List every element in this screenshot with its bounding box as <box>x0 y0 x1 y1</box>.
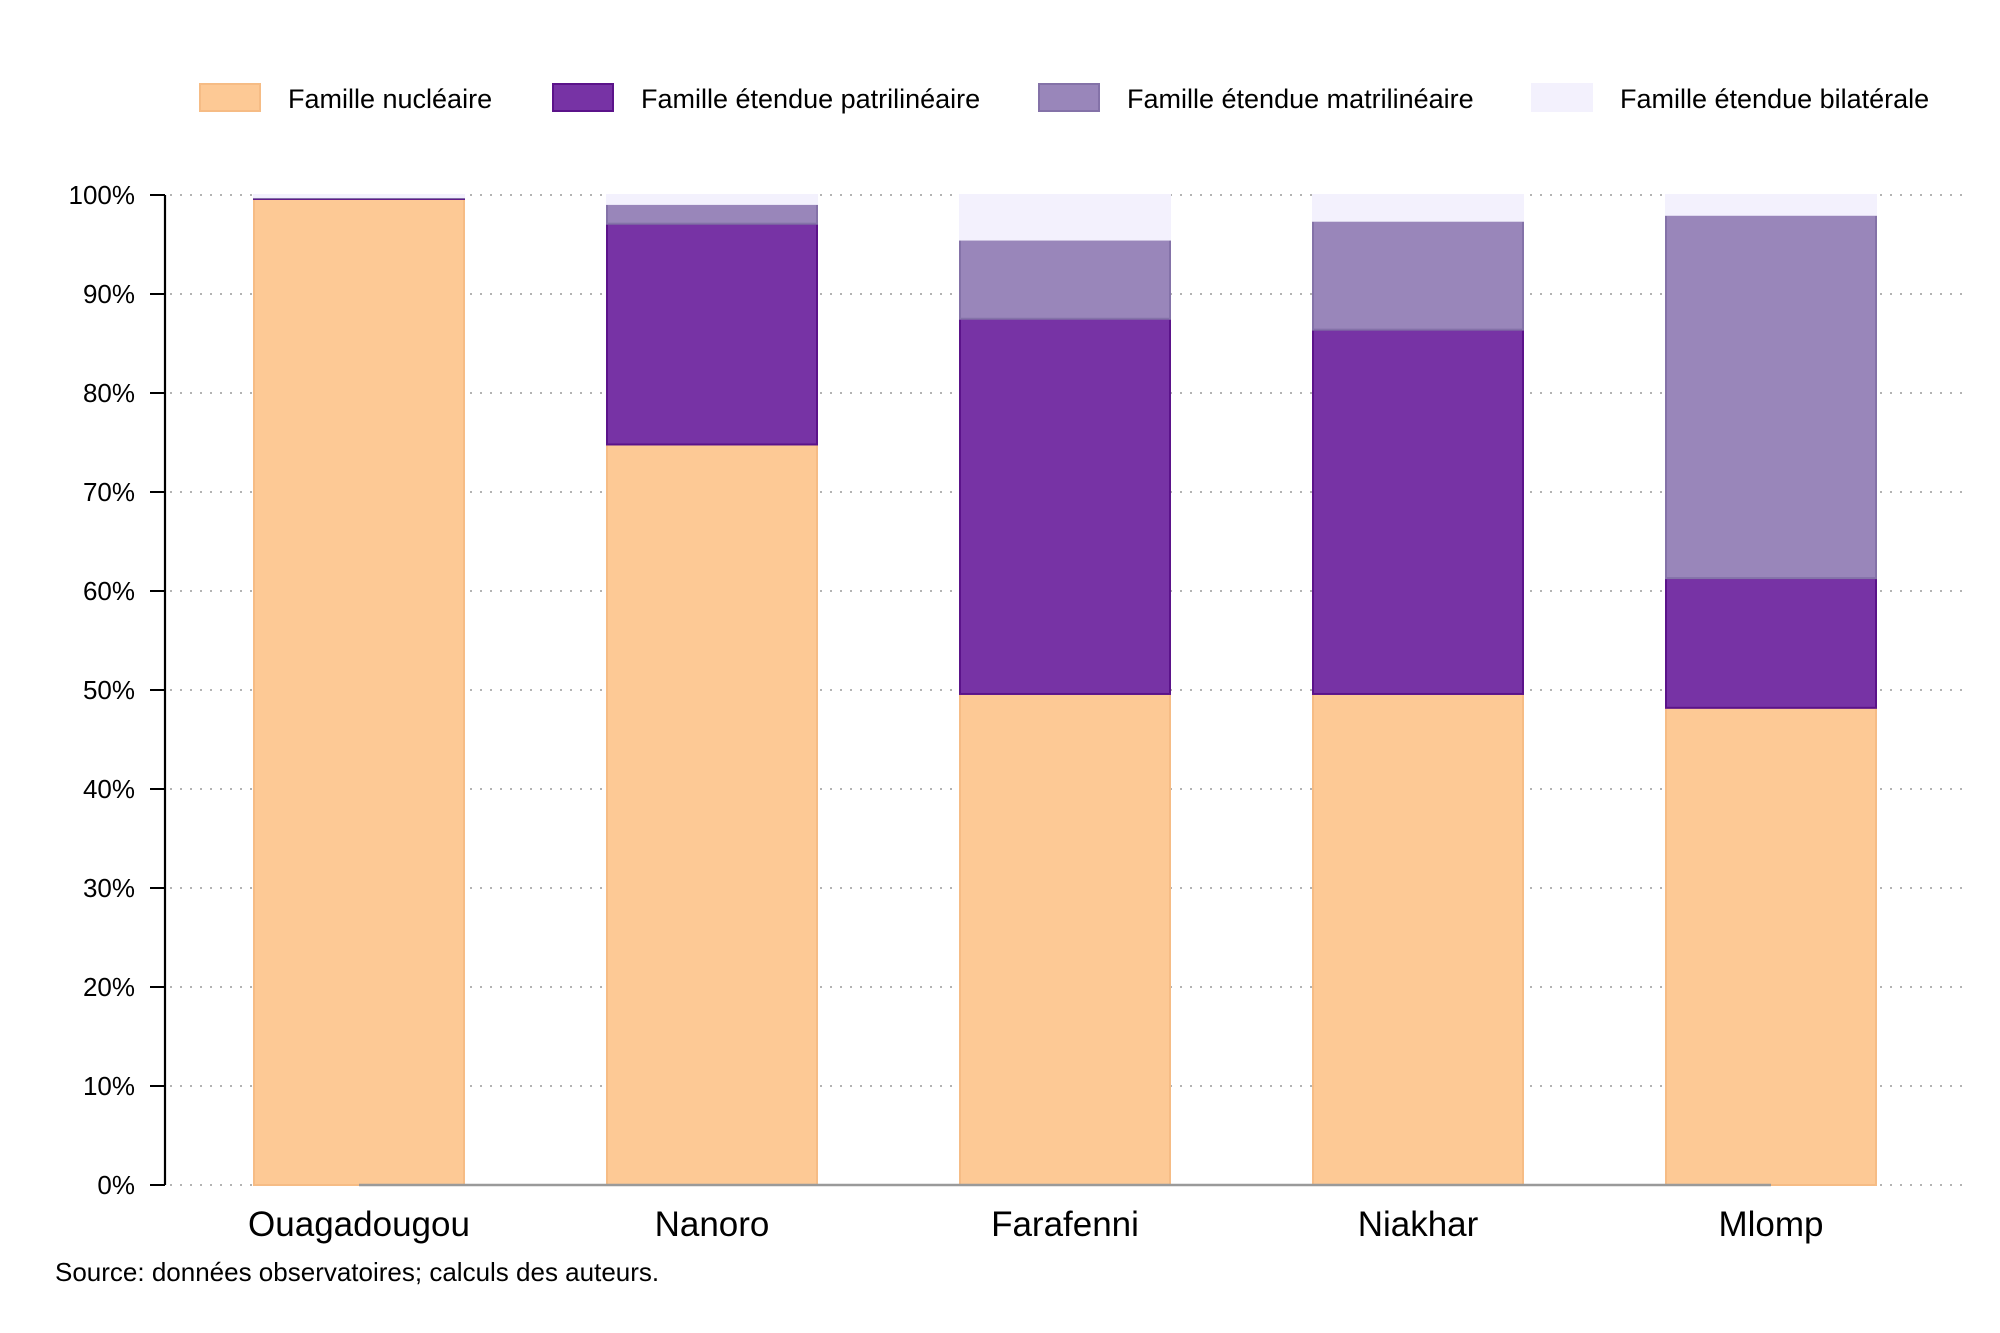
y-tick-label-4: 40% <box>83 774 135 804</box>
bar-nanoro-series-2 <box>606 202 818 225</box>
bar-ouagadougou-series-3 <box>253 194 465 198</box>
bar-niakhar-series-2 <box>1312 219 1524 331</box>
bar-niakhar-series-1 <box>1312 328 1524 695</box>
bar-nanoro-series-3 <box>606 194 818 205</box>
y-tick-label-3: 30% <box>83 873 135 903</box>
y-tick-label-5: 50% <box>83 675 135 705</box>
bar-ouagadougou-series-0 <box>253 197 465 1186</box>
bar-nanoro-series-0 <box>606 443 818 1187</box>
bar-farafenni-series-1 <box>959 317 1171 695</box>
bar-niakhar-series-3 <box>1312 194 1524 222</box>
legend-item-2: Famille étendue matrilinéaire <box>1038 83 1474 114</box>
y-tick-label-0: 0% <box>97 1170 135 1200</box>
legend-label-0: Famille nucléaire <box>288 84 492 114</box>
bar-farafenni-series-3 <box>959 194 1171 241</box>
legend-item-3: Famille étendue bilatérale <box>1531 83 1929 114</box>
legend-swatch-0 <box>199 83 261 112</box>
bar-niakhar-series-0 <box>1312 692 1524 1187</box>
legend-swatch-1 <box>552 83 614 112</box>
x-tick-label-niakhar: Niakhar <box>1358 1205 1479 1244</box>
legend-item-1: Famille étendue patrilinéaire <box>552 83 980 114</box>
y-tick-label-10: 100% <box>69 180 136 210</box>
y-tick-labels: 0% 10% 20% 30% 40% 50% 60% 70% 80% 90% 100% <box>69 180 136 1200</box>
legend-swatch-2 <box>1038 83 1100 112</box>
x-tick-label-nanoro: Nanoro <box>655 1205 770 1244</box>
legend-item-0: Famille nucléaire <box>199 83 492 114</box>
y-tick-label-7: 70% <box>83 477 135 507</box>
x-tick-label-farafenni: Farafenni <box>991 1205 1139 1244</box>
axes <box>150 194 1771 1187</box>
y-tick-label-8: 80% <box>83 378 135 408</box>
bar-nanoro-series-1 <box>606 222 818 446</box>
x-tick-label-ouagadougou: Ouagadougou <box>248 1205 470 1244</box>
bar-mlomp-series-3 <box>1665 194 1877 216</box>
x-tick-label-mlomp: Mlomp <box>1718 1205 1823 1244</box>
legend-label-1: Famille étendue patrilinéaire <box>641 84 980 114</box>
legend: Famille nucléaire Famille étendue patrili… <box>199 83 1929 114</box>
bar-mlomp-series-2 <box>1665 213 1877 580</box>
y-tick-label-6: 60% <box>83 576 135 606</box>
source-note: Source: données observatoires; calculs d… <box>55 1257 659 1287</box>
bars <box>253 194 1877 1187</box>
bar-farafenni-series-0 <box>959 692 1171 1187</box>
bar-mlomp-series-1 <box>1665 577 1877 709</box>
bar-farafenni-series-2 <box>959 238 1171 320</box>
y-tick-label-1: 10% <box>83 1071 135 1101</box>
legend-label-2: Famille étendue matrilinéaire <box>1127 84 1474 114</box>
legend-label-3: Famille étendue bilatérale <box>1620 84 1929 114</box>
x-tick-labels: Ouagadougou Nanoro Farafenni Niakhar Mlomp <box>248 1205 1823 1244</box>
legend-swatch-3 <box>1531 83 1593 112</box>
y-tick-label-2: 20% <box>83 972 135 1002</box>
y-tick-label-9: 90% <box>83 279 135 309</box>
bar-mlomp-series-0 <box>1665 706 1877 1186</box>
